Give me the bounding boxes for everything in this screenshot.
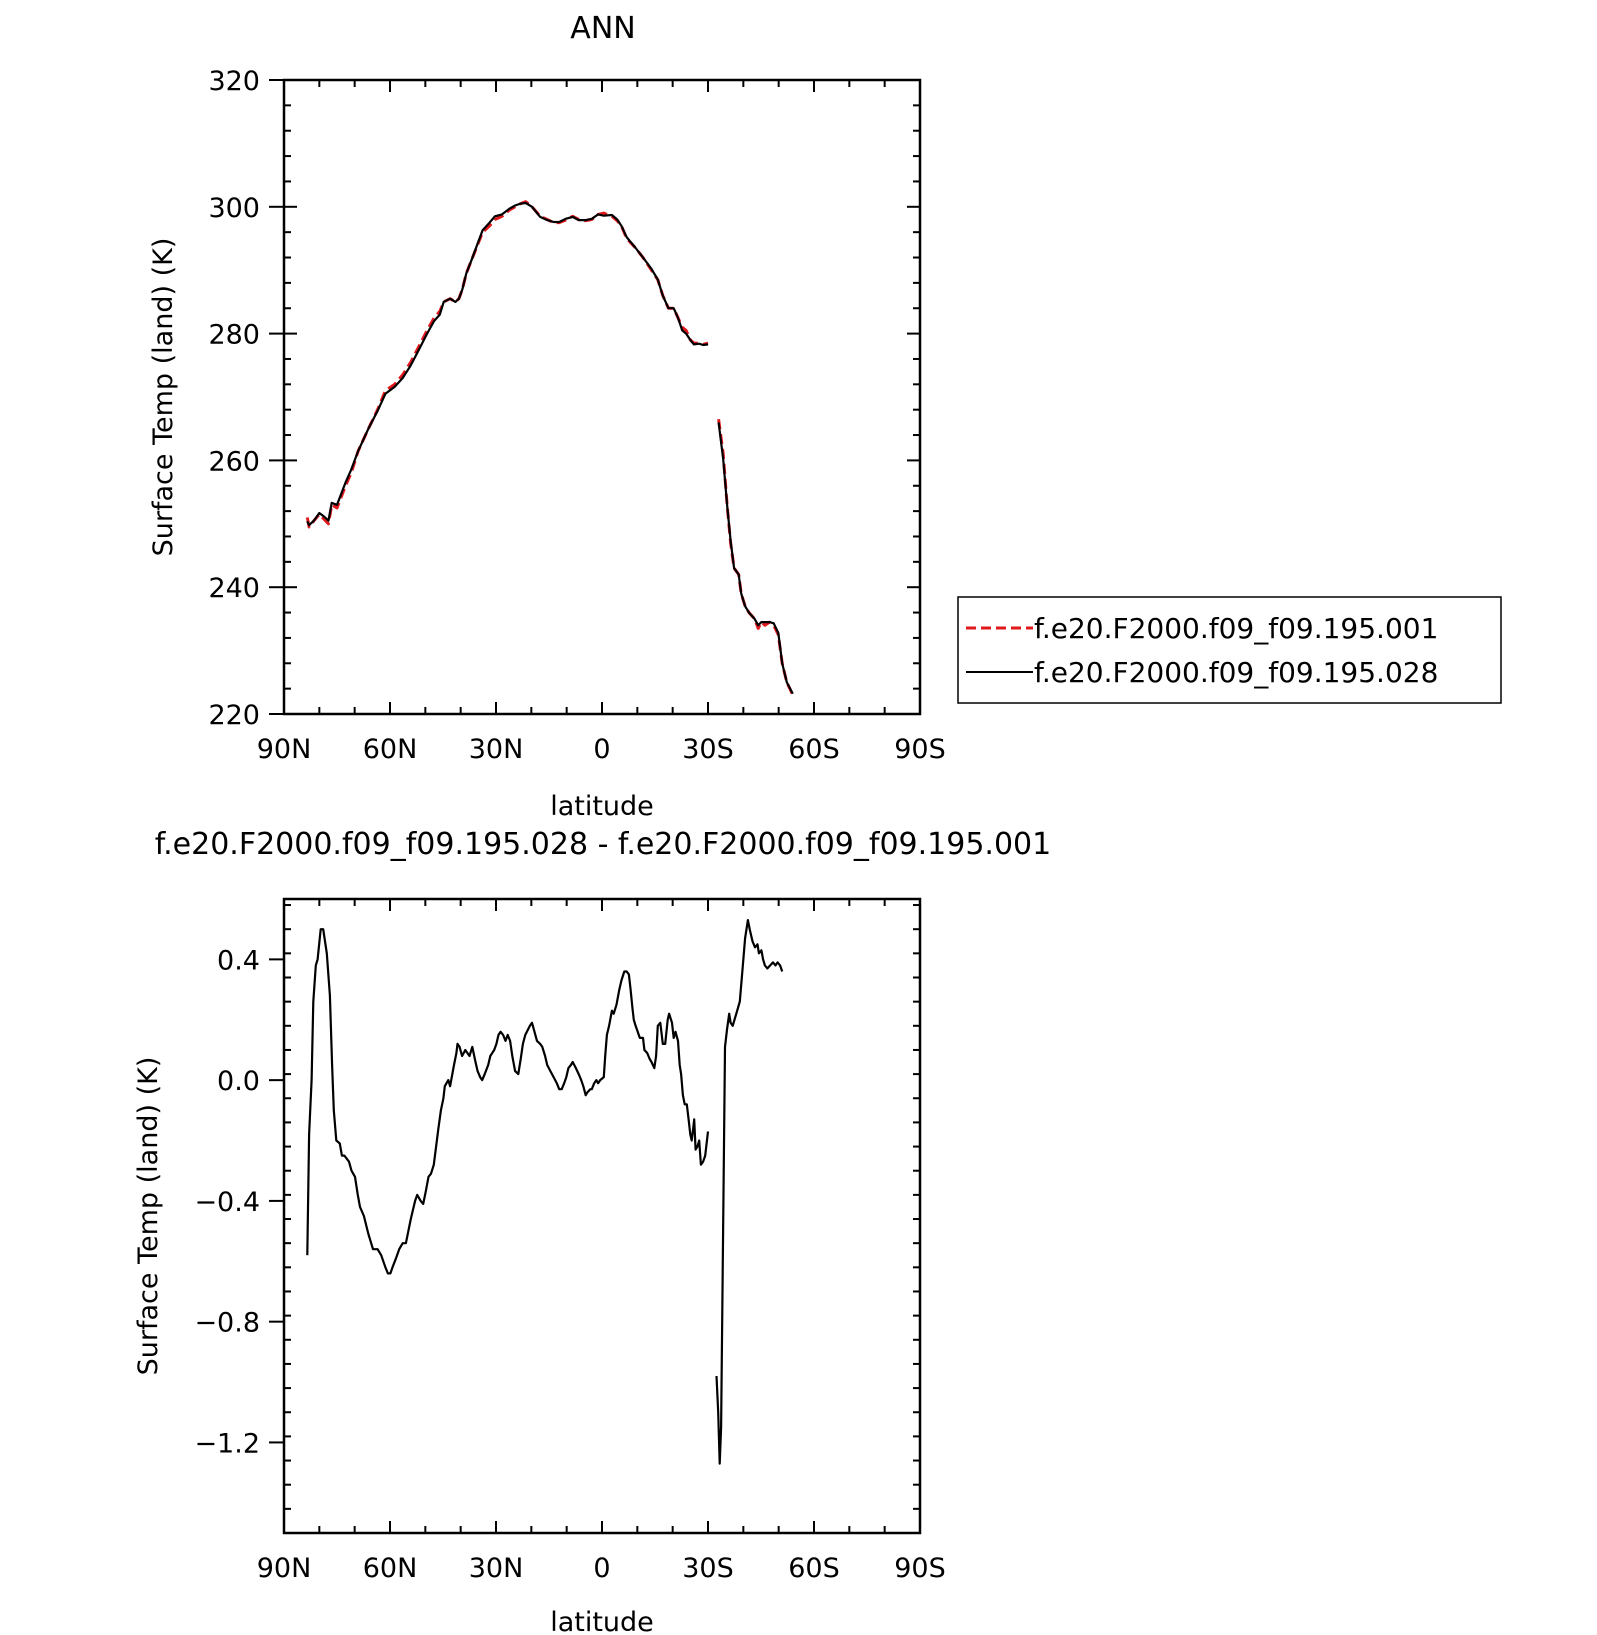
top-plot-xtick-label: 60N bbox=[363, 734, 418, 765]
bottom-plot-series-line-1 bbox=[715, 919, 784, 1465]
top-plot-series-line-2 bbox=[306, 201, 709, 527]
top-plot-xtick-label: 0 bbox=[593, 734, 610, 765]
bottom-plot-ytick-label: 0.4 bbox=[217, 945, 260, 976]
top-plot-series-line-1 bbox=[305, 200, 709, 529]
top-plot: ANN 90N 60N 30N 0 30S 60S 90S 220 240 260 280 300 32… bbox=[148, 11, 946, 822]
bottom-plot-ytick-label: −0.4 bbox=[194, 1187, 260, 1218]
top-plot-ytick-label: 220 bbox=[208, 700, 260, 731]
top-plot-ylabel: Surface Temp (land) (K) bbox=[148, 238, 179, 557]
bottom-plot-xtick-label: 60N bbox=[363, 1553, 418, 1584]
bottom-plot-xtick-label: 30S bbox=[682, 1553, 734, 1584]
bottom-plot-ylabel: Surface Temp (land) (K) bbox=[133, 1057, 164, 1376]
bottom-plot-xtick-label: 90N bbox=[257, 1553, 312, 1584]
legend: f.e20.F2000.f09_f09.195.001 f.e20.F2000.… bbox=[957, 596, 1502, 704]
bottom-plot-xtick-label: 90S bbox=[894, 1553, 946, 1584]
legend-box bbox=[957, 596, 1502, 704]
bottom-plot-ytick-label: 0.0 bbox=[217, 1066, 260, 1097]
top-plot-xtick-label: 90S bbox=[894, 734, 946, 765]
top-plot-xtick-label: 30S bbox=[682, 734, 734, 765]
top-plot-xlabel: latitude bbox=[550, 791, 654, 822]
legend-label-case-028: f.e20.F2000.f09_f09.195.028 bbox=[1034, 656, 1438, 689]
top-plot-ytick-label: 300 bbox=[208, 193, 260, 224]
bottom-plot-series-line-1 bbox=[306, 928, 710, 1275]
bottom-plot-ytick-label: −0.8 bbox=[194, 1308, 260, 1339]
top-plot-marks bbox=[305, 200, 795, 696]
top-plot-frame bbox=[282, 78, 922, 716]
bottom-plot-marks bbox=[306, 919, 784, 1465]
top-plot-title: ANN bbox=[570, 11, 635, 46]
bottom-plot-ytick-label: −1.2 bbox=[194, 1428, 260, 1459]
bottom-plot-frame bbox=[282, 897, 922, 1535]
bottom-plot-title: f.e20.F2000.f09_f09.195.028 - f.e20.F200… bbox=[155, 827, 1051, 862]
top-plot-ytick-label: 320 bbox=[208, 66, 260, 97]
top-plot-xtick-label: 90N bbox=[257, 734, 312, 765]
top-plot-ytick-label: 240 bbox=[208, 573, 260, 604]
legend-label-case-001: f.e20.F2000.f09_f09.195.001 bbox=[1034, 612, 1438, 645]
bottom-plot-xtick-label: 30N bbox=[469, 1553, 524, 1584]
top-plot-series-line-2 bbox=[717, 422, 794, 695]
bottom-plot-xtick-label: 60S bbox=[788, 1553, 840, 1584]
top-plot-ytick-label: 260 bbox=[208, 446, 260, 477]
top-plot-xtick-label: 60S bbox=[788, 734, 840, 765]
bottom-plot-xlabel: latitude bbox=[550, 1607, 654, 1635]
top-plot-axes: 90N 60N 30N 0 30S 60S 90S 220 240 260 280 300 320 bbox=[208, 66, 945, 765]
bottom-plot-axes: 90N 60N 30N 0 30S 60S 90S 0.4 0.0 −0.4 −0.8 −1.2 bbox=[194, 899, 946, 1584]
bottom-plot: f.e20.F2000.f09_f09.195.028 - f.e20.F200… bbox=[133, 827, 1051, 1635]
top-plot-ytick-label: 280 bbox=[208, 320, 260, 351]
bottom-plot-xtick-label: 0 bbox=[593, 1553, 610, 1584]
top-plot-xtick-label: 30N bbox=[469, 734, 524, 765]
